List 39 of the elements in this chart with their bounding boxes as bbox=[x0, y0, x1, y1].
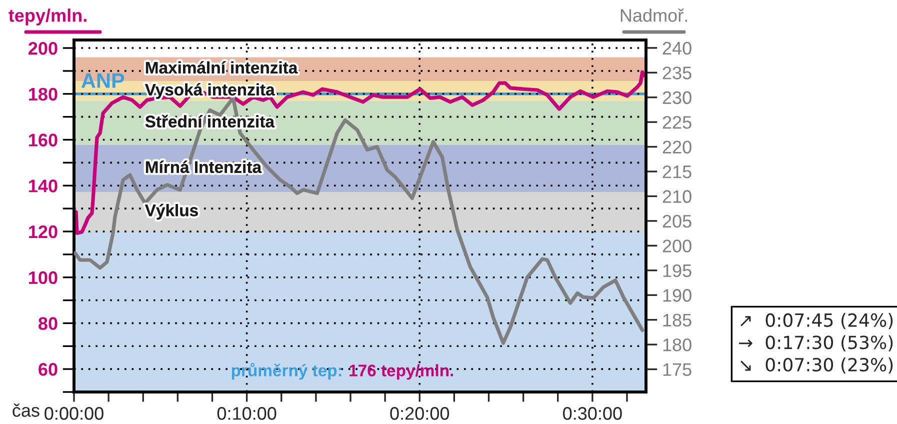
band-label: Výklus bbox=[144, 204, 198, 220]
y-tick-label: 80 bbox=[38, 317, 58, 330]
band-label: Maximální intenzita bbox=[146, 61, 298, 74]
x-tick-label: 0:30:00 bbox=[563, 407, 622, 420]
ref-line-label: ANP bbox=[81, 73, 124, 88]
band-label: Střední intenzita bbox=[145, 114, 275, 128]
x-tick-label: 0:10:00 bbox=[217, 407, 276, 420]
y2-tick-label: 185 bbox=[663, 314, 692, 327]
y-tick-label: 60 bbox=[38, 363, 58, 376]
y2-tick-label: 180 bbox=[663, 338, 692, 352]
y2-axis-title: Nadmoř. bbox=[620, 8, 687, 22]
y2-tick-label: 235 bbox=[662, 66, 692, 80]
y-tick-label: 200 bbox=[28, 42, 58, 55]
x-tick-label: 0:20:00 bbox=[390, 407, 450, 420]
annotation: 176 tepy/mln. bbox=[350, 364, 454, 380]
y-tick-label: 140 bbox=[29, 180, 58, 192]
y-tick-label: 160 bbox=[29, 134, 58, 146]
y2-tick-label: 205 bbox=[662, 214, 692, 228]
y2-tick-label: 215 bbox=[662, 165, 692, 178]
y-tick-label: 180 bbox=[29, 88, 58, 101]
x-axis-title: čas bbox=[12, 404, 40, 417]
y2-tick-label: 220 bbox=[662, 140, 692, 154]
y2-tick-label: 225 bbox=[662, 116, 692, 129]
y-tick-label: 120 bbox=[29, 225, 58, 238]
text: ↗ 0:07:45 (24%) bbox=[740, 313, 893, 330]
band-label: Mírná Intenzita bbox=[146, 160, 262, 174]
y2-tick-label: 190 bbox=[663, 289, 692, 302]
annotation: průměrný tep: bbox=[232, 362, 342, 380]
y2-tick-label: 240 bbox=[662, 42, 692, 55]
y2-tick-label: 230 bbox=[662, 91, 692, 104]
x-tick-label: 0:00:00 bbox=[44, 407, 104, 420]
y-axis-title: tepy/mln. bbox=[8, 8, 86, 26]
y2-tick-label: 200 bbox=[662, 240, 692, 252]
y2-tick-label: 175 bbox=[663, 363, 692, 376]
y2-tick-label: 195 bbox=[663, 264, 692, 278]
y2-tick-label: 210 bbox=[662, 190, 692, 203]
text: ↘ 0:07:30 (23%) bbox=[740, 358, 893, 374]
y-tick-label: 100 bbox=[29, 271, 58, 284]
text: → 0:17:30 (53%) bbox=[739, 335, 893, 352]
